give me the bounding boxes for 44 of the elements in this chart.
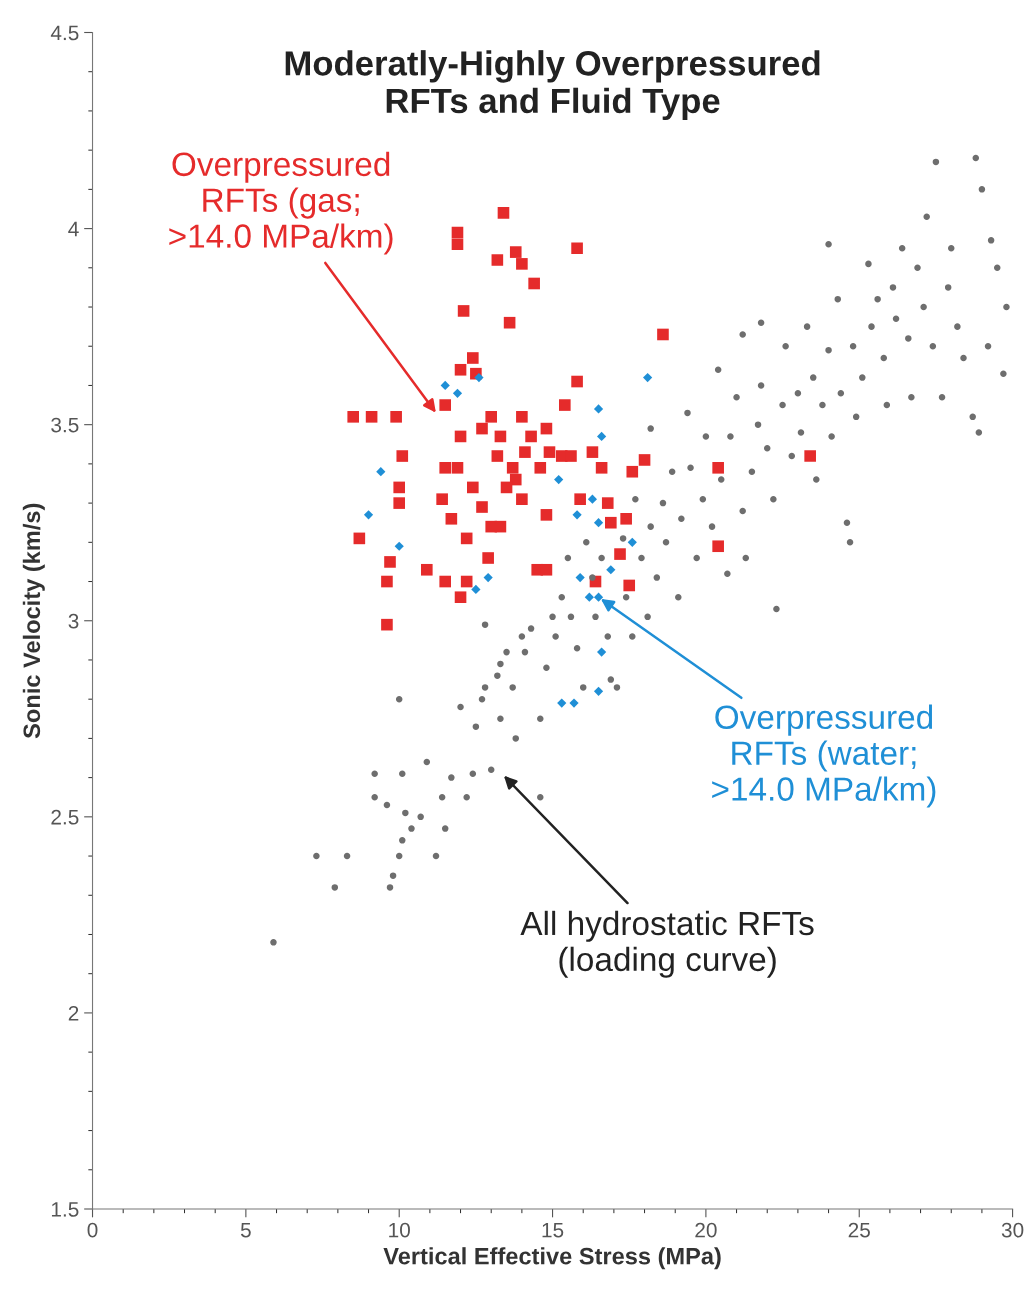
point bbox=[606, 565, 616, 575]
y-tick-label: 3 bbox=[68, 613, 79, 629]
point bbox=[554, 474, 564, 485]
point bbox=[440, 380, 450, 391]
point bbox=[471, 584, 481, 594]
point bbox=[584, 592, 594, 602]
point bbox=[572, 510, 582, 520]
point bbox=[593, 592, 604, 602]
point bbox=[575, 573, 585, 583]
y-tick-label: 4 bbox=[68, 221, 79, 237]
y-axis-title: Sonic Velocity (km/s) bbox=[22, 503, 45, 739]
point bbox=[593, 686, 604, 696]
annotation: Overpressured RFTs (gas; >14.0 MPa/km) bbox=[169, 151, 393, 255]
annotation: All hydrostatic RFTs (loading curve) bbox=[520, 910, 814, 978]
point bbox=[587, 494, 598, 504]
point bbox=[452, 388, 463, 398]
point bbox=[394, 541, 404, 551]
y-tick-label: 3.5 bbox=[51, 417, 79, 433]
y-tick-label: 4.5 bbox=[50, 25, 79, 41]
point bbox=[483, 573, 493, 583]
y-tick-label: 2.5 bbox=[51, 809, 79, 825]
x-tick-label: 0 bbox=[87, 1222, 98, 1238]
point bbox=[474, 373, 484, 383]
x-tick-label: 20 bbox=[695, 1222, 717, 1238]
y-tick-label: 1.5 bbox=[51, 1202, 79, 1217]
point bbox=[597, 431, 607, 442]
point bbox=[376, 467, 386, 477]
point bbox=[593, 404, 604, 414]
x-tick-label: 30 bbox=[1001, 1222, 1024, 1238]
annotation: Overpressured RFTs (water; >14.0 MPa/km) bbox=[712, 704, 936, 808]
x-tick-label: 10 bbox=[389, 1222, 410, 1238]
x-tick-label: 25 bbox=[848, 1222, 870, 1238]
point bbox=[557, 698, 567, 708]
point bbox=[643, 373, 653, 383]
text: Moderatly-Highly Overpressured RFTs and Fluid Type bbox=[285, 50, 820, 121]
x-tick-label: 5 bbox=[240, 1222, 251, 1238]
x-tick-label: 15 bbox=[542, 1222, 564, 1238]
point bbox=[593, 518, 604, 528]
point bbox=[627, 537, 637, 547]
y-tick-label: 2 bbox=[68, 1005, 79, 1021]
x-axis-title: Vertical Effective Stress (MPa) bbox=[383, 1247, 721, 1270]
point bbox=[363, 510, 374, 520]
point bbox=[597, 647, 607, 657]
point bbox=[569, 698, 579, 708]
